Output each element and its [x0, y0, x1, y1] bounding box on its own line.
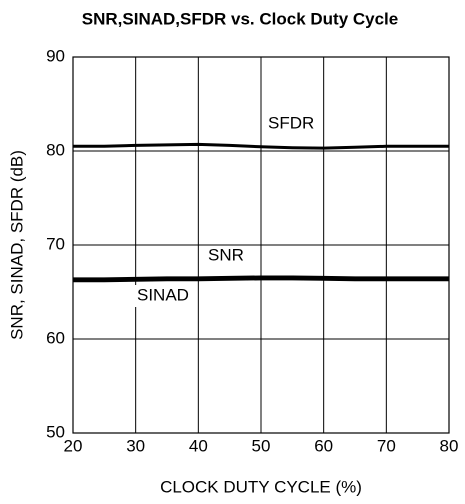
- series-label: SFDR: [268, 113, 314, 132]
- plot-frame: [72, 56, 450, 434]
- y-tick-label: 70: [46, 234, 65, 253]
- x-tick-label: 30: [126, 436, 145, 455]
- series-line: [73, 142, 449, 150]
- x-tick-label: 60: [314, 436, 333, 455]
- chart-title: SNR,SINAD,SFDR vs. Clock Duty Cycle: [82, 9, 398, 28]
- x-axis-label: CLOCK DUTY CYCLE (%): [160, 477, 362, 496]
- y-tick-label: 50: [46, 422, 65, 441]
- series-label: SINAD: [137, 285, 189, 304]
- label-background: [135, 285, 197, 307]
- x-tick-label: 80: [440, 436, 459, 455]
- y-axis-label: SNR, SINAD, SFDR (dB): [7, 150, 26, 340]
- y-tick-label: 80: [46, 140, 65, 159]
- x-tick-label: 50: [252, 436, 271, 455]
- x-tick-label: 70: [377, 436, 396, 455]
- y-tick-label: 60: [46, 328, 65, 347]
- x-tick-label: 40: [189, 436, 208, 455]
- y-tick-label: 90: [46, 46, 65, 65]
- series-line: [73, 277, 449, 283]
- series-label: SNR: [208, 245, 244, 264]
- x-tick-label: 20: [64, 436, 83, 455]
- label-background: [266, 113, 323, 135]
- series-line: [73, 275, 449, 281]
